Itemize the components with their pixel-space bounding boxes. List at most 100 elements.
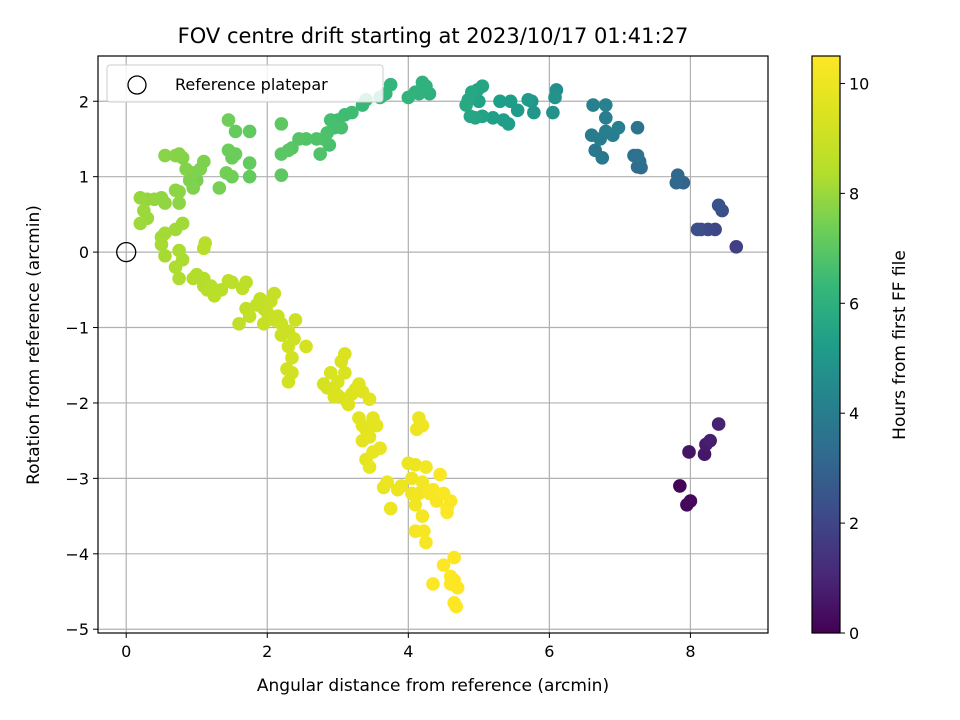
data-point <box>548 90 562 105</box>
data-point <box>521 92 536 107</box>
data-point <box>219 166 234 180</box>
data-point <box>334 120 349 135</box>
data-point <box>285 350 299 365</box>
data-point <box>527 105 541 120</box>
data-point <box>729 240 744 254</box>
data-point <box>225 275 239 290</box>
data-point <box>158 148 172 163</box>
data-point <box>362 460 377 474</box>
reference-point <box>116 241 137 263</box>
data-point <box>630 148 645 163</box>
y-tick-label: −2 <box>65 394 89 413</box>
data-point <box>158 249 172 263</box>
data-point <box>288 313 303 327</box>
y-tick-label: −1 <box>65 319 89 338</box>
colorbar-ticks: 0 2 4 6 8 10 <box>840 74 869 643</box>
data-point <box>408 458 423 472</box>
data-point <box>433 467 447 482</box>
data-point <box>274 117 289 131</box>
data-point <box>412 486 426 501</box>
y-tick-label: 2 <box>79 92 89 111</box>
data-point <box>228 124 243 139</box>
data-point <box>426 577 440 591</box>
colorbar-tick-label: 8 <box>849 184 859 203</box>
data-point <box>443 494 458 508</box>
y-tick-label: 0 <box>79 243 89 262</box>
data-point <box>586 98 600 112</box>
data-point <box>198 236 212 250</box>
data-point <box>419 460 433 474</box>
data-point <box>546 105 560 120</box>
y-axis-label: Rotation from reference (arcmin) <box>24 205 44 485</box>
data-point <box>242 124 257 139</box>
data-point <box>172 196 186 210</box>
data-point <box>281 339 296 354</box>
colorbar-tick-label: 4 <box>849 404 859 423</box>
data-point <box>330 388 345 403</box>
data-point <box>168 183 183 198</box>
y-axis-ticks: −5 −4 −3 −2 −1 0 1 2 <box>65 92 98 639</box>
plot-frame <box>97 55 769 634</box>
data-point <box>611 120 626 135</box>
data-point <box>401 90 416 105</box>
data-point <box>703 433 717 448</box>
data-point <box>673 479 687 493</box>
data-point <box>341 397 356 412</box>
data-point <box>133 190 148 205</box>
data-point <box>475 79 490 93</box>
data-point <box>405 471 419 486</box>
data-point <box>221 113 236 127</box>
data-point <box>369 418 384 433</box>
data-points <box>133 75 744 614</box>
data-point <box>459 98 473 112</box>
data-point <box>383 501 398 516</box>
data-point <box>267 286 282 301</box>
data-point <box>186 181 201 195</box>
colorbar: 0 2 4 6 8 10 Hours from first FF file <box>811 55 910 643</box>
data-point <box>299 339 313 354</box>
y-tick-label: −3 <box>65 469 89 488</box>
y-tick-label: −4 <box>65 545 89 564</box>
data-point <box>362 392 377 406</box>
data-point <box>179 162 193 176</box>
data-point <box>690 222 705 237</box>
x-axis-ticks: 0 2 4 6 8 <box>121 633 696 661</box>
data-point <box>168 222 183 237</box>
legend: Reference platepar <box>106 64 384 103</box>
data-point <box>256 316 271 331</box>
data-point <box>281 375 296 389</box>
data-point <box>711 198 726 213</box>
data-point <box>242 156 257 170</box>
data-point <box>419 535 433 550</box>
data-point <box>172 271 186 286</box>
data-point <box>338 347 352 361</box>
x-tick-label: 0 <box>121 642 131 661</box>
grid-lines <box>98 56 768 633</box>
data-point <box>239 275 253 290</box>
x-tick-label: 4 <box>403 642 413 661</box>
data-point <box>168 260 183 274</box>
data-point <box>440 505 454 520</box>
data-point <box>415 418 430 433</box>
data-point <box>221 143 236 158</box>
data-point <box>598 98 613 112</box>
data-point <box>380 475 394 489</box>
data-point <box>212 181 227 195</box>
data-point <box>323 113 338 127</box>
x-tick-label: 8 <box>685 642 695 661</box>
x-tick-label: 6 <box>544 642 554 661</box>
data-point <box>503 94 518 109</box>
data-point <box>196 154 211 169</box>
colorbar-tick-label: 10 <box>849 74 869 93</box>
data-point <box>496 113 511 127</box>
colorbar-tick-label: 6 <box>849 294 859 313</box>
x-axis-label: Angular distance from reference (arcmin) <box>257 676 609 696</box>
chart-title: FOV centre drift starting at 2023/10/17 … <box>178 24 689 48</box>
data-point <box>630 120 645 135</box>
data-point <box>450 580 465 595</box>
data-point <box>232 316 246 331</box>
data-point <box>417 524 431 538</box>
x-tick-label: 2 <box>262 642 272 661</box>
data-point <box>338 365 352 380</box>
